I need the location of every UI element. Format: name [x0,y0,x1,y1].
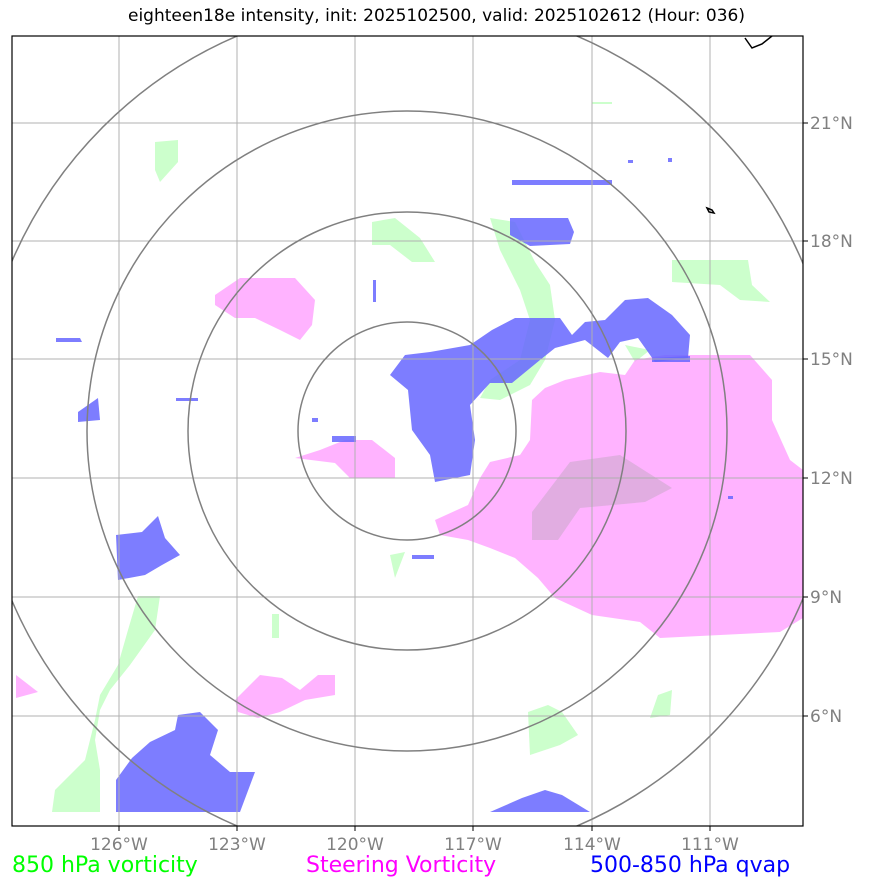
lat-label: 6°N [810,707,842,727]
lon-label: 111°W [681,835,739,855]
lat-label: 9°N [810,588,842,608]
tick-marks [118,122,808,831]
lat-label: 21°N [810,114,853,134]
lon-label: 120°W [326,835,384,855]
qvap-layer [56,158,733,812]
lon-label: 126°W [90,835,148,855]
map-frame [11,35,804,827]
steering-overlap-patch [532,455,672,540]
coastline [705,36,773,215]
lat-labels: 21°N 18°N 15°N 12°N 9°N 6°N [810,114,853,727]
map-title: eighteen18e intensity, init: 2025102500,… [128,6,745,26]
lon-labels: 126°W 123°W 120°W 117°W 114°W 111°W [90,835,739,855]
lat-label: 12°N [810,469,853,489]
gridlines [12,36,803,826]
legend-vort850: 850 hPa vorticity [12,853,198,878]
legend-qvap: 500-850 hPa qvap [590,853,791,878]
range-rings [12,36,803,826]
lon-label: 114°W [563,835,621,855]
lon-label: 123°W [208,835,266,855]
lat-label: 18°N [810,232,853,252]
lon-label: 117°W [444,835,502,855]
lat-label: 15°N [810,350,853,370]
legend-steering-vorticity: Steering Vorticity [306,853,497,878]
